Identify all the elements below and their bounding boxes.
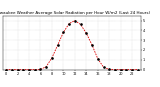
Point: [45, 66, 48, 67]
Point: [68, 23, 70, 24]
Point: [125, 69, 128, 70]
Point: [22, 69, 24, 70]
Point: [33, 69, 36, 70]
Point: [79, 24, 82, 25]
Point: [74, 20, 76, 21]
Point: [5, 69, 7, 70]
Title: Milwaukee Weather Average Solar Radiation per Hour W/m2 (Last 24 Hours): Milwaukee Weather Average Solar Radiatio…: [0, 11, 150, 15]
Point: [131, 69, 133, 70]
Point: [120, 69, 122, 70]
Point: [51, 57, 53, 59]
Point: [39, 69, 42, 70]
Point: [56, 44, 59, 46]
Point: [102, 66, 105, 68]
Point: [62, 32, 65, 33]
Point: [91, 44, 93, 46]
Point: [137, 69, 139, 70]
Point: [96, 58, 99, 60]
Point: [28, 69, 30, 70]
Point: [108, 69, 111, 70]
Point: [16, 69, 19, 70]
Point: [114, 69, 116, 70]
Point: [85, 33, 88, 34]
Point: [11, 69, 13, 70]
